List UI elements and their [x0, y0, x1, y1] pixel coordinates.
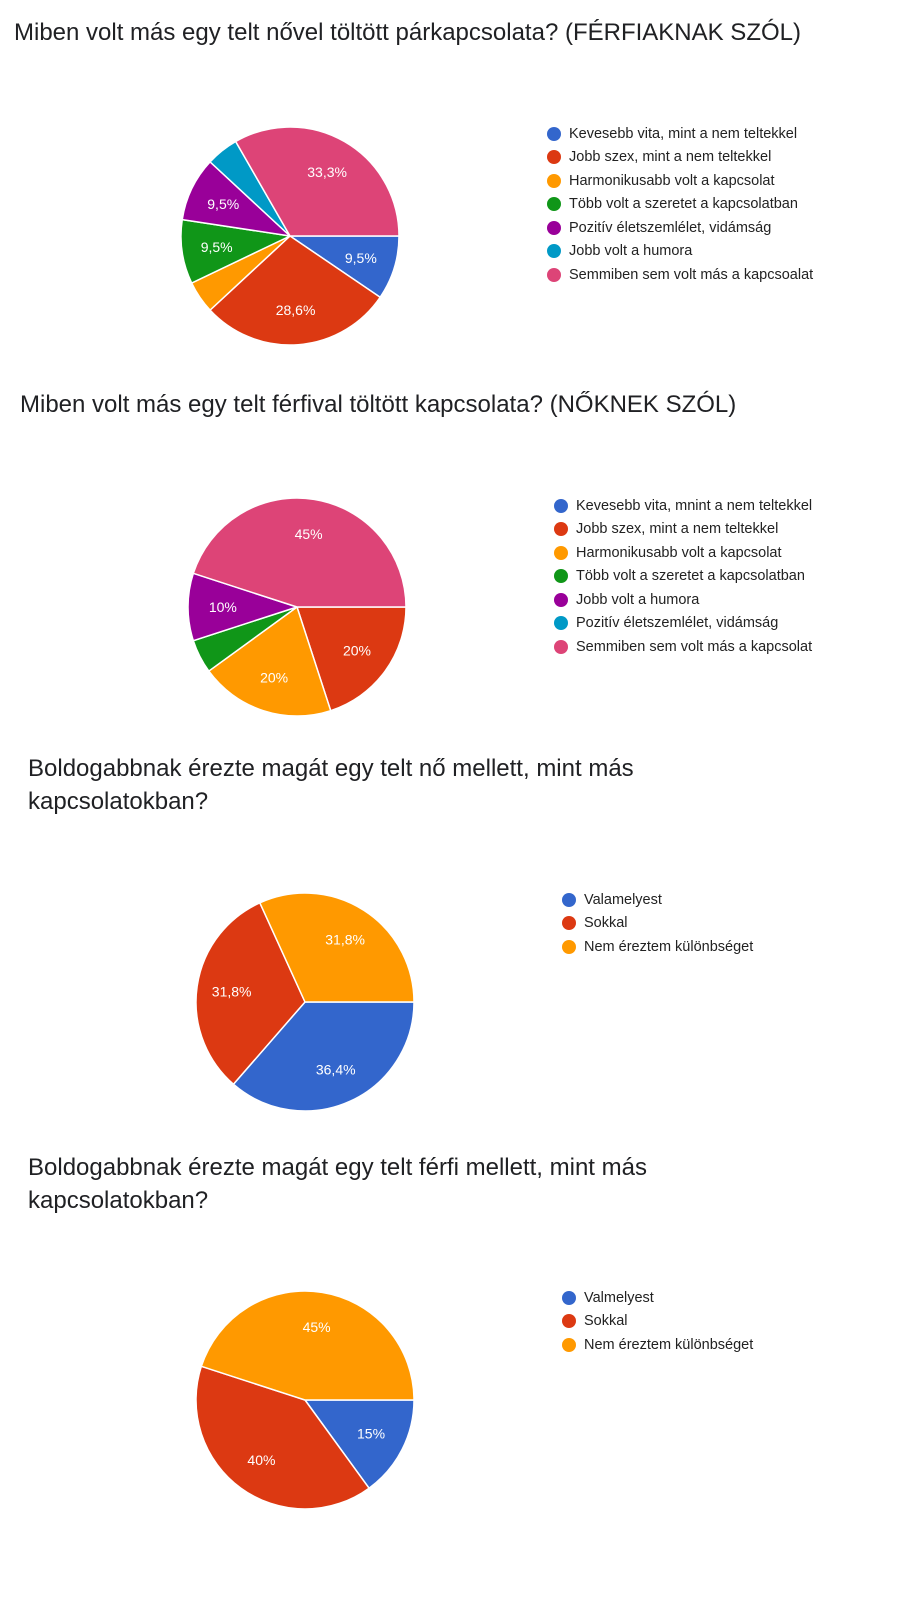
legend-swatch-icon [554, 569, 568, 584]
chart-title: Miben volt más egy telt férfival töltött… [20, 391, 737, 418]
legend-swatch-icon [562, 916, 576, 931]
legend-swatch-icon [562, 939, 576, 954]
legend-4: Valmelyest Sokkal Nem éreztem különbséget [562, 1286, 753, 1357]
legend-label: Semmiben sem volt más a kapcsoalat [569, 266, 814, 283]
legend-item[interactable]: Harmonikusabb volt a kapcsolat [554, 541, 812, 565]
legend-swatch-icon [547, 173, 561, 188]
pie-chart-1[interactable]: 9,5% 28,6% 9,5% 9,5% 33,3% [0, 0, 908, 400]
legend-label: Kevesebb vita, mnint a nem teltekkel [576, 497, 813, 514]
legend-swatch-icon [554, 592, 568, 607]
pie-slice[interactable] [195, 901, 306, 1086]
legend-item[interactable]: Több volt a szeretet a kapcsolatban [547, 193, 813, 217]
legend-swatch-icon [562, 1337, 576, 1352]
legend-swatch-icon [554, 616, 568, 631]
pie-slice[interactable] [303, 1399, 415, 1490]
slice-value-label: 40% [247, 1452, 275, 1468]
slice-value-label: 28,6% [276, 302, 316, 318]
legend-item[interactable]: Pozitív életszemlélet, vidámság [547, 216, 813, 240]
pie-slice[interactable] [195, 1365, 371, 1510]
legend-item[interactable]: Jobb volt a humora [554, 588, 812, 612]
chart-title: Boldogabbnak érezte magát egy telt férfi… [28, 1154, 647, 1214]
legend-label: Több volt a szeretet a kapcsolatban [576, 568, 805, 585]
slice-value-label: 45% [303, 1319, 331, 1335]
slice-value-label: 10% [209, 599, 237, 615]
pie-slice[interactable] [192, 497, 407, 608]
slice-value-label: 15% [357, 1426, 385, 1442]
pie-slice[interactable] [258, 892, 415, 1003]
legend-label: Semmiben sem volt más a kapcsolat [576, 638, 813, 655]
legend-item[interactable]: Több volt a szeretet a kapcsolatban [554, 565, 812, 589]
slice-value-label: 31,8% [325, 932, 365, 948]
legend-label: Pozitív életszemlélet, vidámság [569, 219, 772, 236]
pie-slice[interactable] [200, 1290, 415, 1401]
legend-item[interactable]: Nem éreztem különbséget [562, 1333, 753, 1357]
legend-label: Pozitív életszemlélet, vidámság [576, 615, 779, 632]
legend-swatch-icon [554, 498, 568, 513]
legend-swatch-icon [547, 150, 561, 165]
pie-slice[interactable] [232, 1001, 415, 1112]
pie-chart-3[interactable]: 36,4% 31,8% 31,8% [0, 800, 908, 1200]
slice-value-label: 20% [260, 669, 288, 685]
legend-item[interactable]: Sokkal [562, 912, 753, 936]
legend-item[interactable]: Pozitív életszemlélet, vidámság [554, 612, 812, 636]
legend-label: Nem éreztem különbséget [584, 938, 754, 955]
legend-3: Valamelyest Sokkal Nem éreztem különbséget [562, 888, 753, 959]
legend-item[interactable]: Semmiben sem volt más a kapcsolat [554, 635, 812, 659]
legend-1: Kevesebb vita, mint a nem teltekkel Jobb … [547, 122, 813, 287]
legend-item[interactable]: Jobb volt a humora [547, 240, 813, 264]
legend-swatch-icon [562, 1314, 576, 1329]
slice-value-label: 9,5% [201, 239, 233, 255]
legend-label: Jobb volt a humora [576, 591, 700, 608]
slice-value-label: 33,3% [307, 164, 347, 180]
slice-value-label: 45% [295, 526, 323, 542]
legend-label: Több volt a szeretet a kapcsolatban [569, 196, 798, 213]
legend-swatch-icon [562, 1290, 576, 1305]
pie-chart-2[interactable]: 20% 20% 10% 45% [0, 400, 908, 800]
pie-slice[interactable] [209, 235, 382, 346]
legend-label: Sokkal [584, 1313, 628, 1330]
legend-label: Jobb szex, mint a nem teltekkel [569, 149, 772, 166]
slice-value-label: 31,8% [212, 983, 252, 999]
legend-label: Jobb volt a humora [569, 243, 693, 260]
legend-label: Harmonikusabb volt a kapcsolat [576, 544, 782, 561]
legend-item[interactable]: Kevesebb vita, mnint a nem teltekkel [554, 494, 812, 518]
slice-value-label: 36,4% [316, 1061, 356, 1077]
chart-title: Boldogabbnak érezte magát egy telt nő me… [28, 755, 634, 815]
legend-swatch-icon [547, 197, 561, 212]
slice-value-label: 9,5% [345, 250, 377, 266]
legend-swatch-icon [562, 892, 576, 907]
legend-swatch-icon [554, 639, 568, 654]
legend-item[interactable]: Jobb szex, mint a nem teltekkel [547, 146, 813, 170]
chart-title: Miben volt más egy telt nővel töltött pá… [14, 19, 801, 46]
legend-2: Kevesebb vita, mnint a nem teltekkel Jobb… [554, 494, 812, 659]
legend-label: Jobb szex, mint a nem teltekkel [576, 521, 779, 538]
legend-label: Nem éreztem különbséget [584, 1336, 754, 1353]
legend-label: Kevesebb vita, mint a nem teltekkel [569, 125, 798, 142]
legend-item[interactable]: Sokkal [562, 1310, 753, 1334]
pie-chart-4[interactable]: 15% 40% 45% [0, 1200, 908, 1600]
legend-label: Valamelyest [584, 891, 662, 908]
legend-swatch-icon [547, 220, 561, 235]
legend-item[interactable]: Harmonikusabb volt a kapcsolat [547, 169, 813, 193]
legend-swatch-icon [547, 267, 561, 282]
legend-item[interactable]: Valmelyest [562, 1286, 753, 1310]
legend-item[interactable]: Kevesebb vita, mint a nem teltekkel [547, 122, 813, 146]
legend-label: Harmonikusabb volt a kapcsolat [569, 172, 775, 189]
slice-value-label: 20% [343, 643, 371, 659]
slice-value-label: 9,5% [207, 196, 239, 212]
pie-slice[interactable] [207, 605, 332, 717]
legend-swatch-icon [554, 522, 568, 537]
legend-swatch-icon [554, 545, 568, 560]
legend-swatch-icon [547, 126, 561, 141]
pie-slice[interactable] [295, 606, 407, 712]
legend-item[interactable]: Jobb szex, mint a nem teltekkel [554, 518, 812, 542]
pie-slice[interactable] [234, 126, 400, 237]
legend-item[interactable]: Nem éreztem különbséget [562, 935, 753, 959]
legend-label: Sokkal [584, 915, 628, 932]
legend-item[interactable]: Valamelyest [562, 888, 753, 912]
legend-swatch-icon [547, 244, 561, 259]
legend-item[interactable]: Semmiben sem volt más a kapcsoalat [547, 263, 813, 287]
legend-label: Valmelyest [584, 1289, 654, 1306]
